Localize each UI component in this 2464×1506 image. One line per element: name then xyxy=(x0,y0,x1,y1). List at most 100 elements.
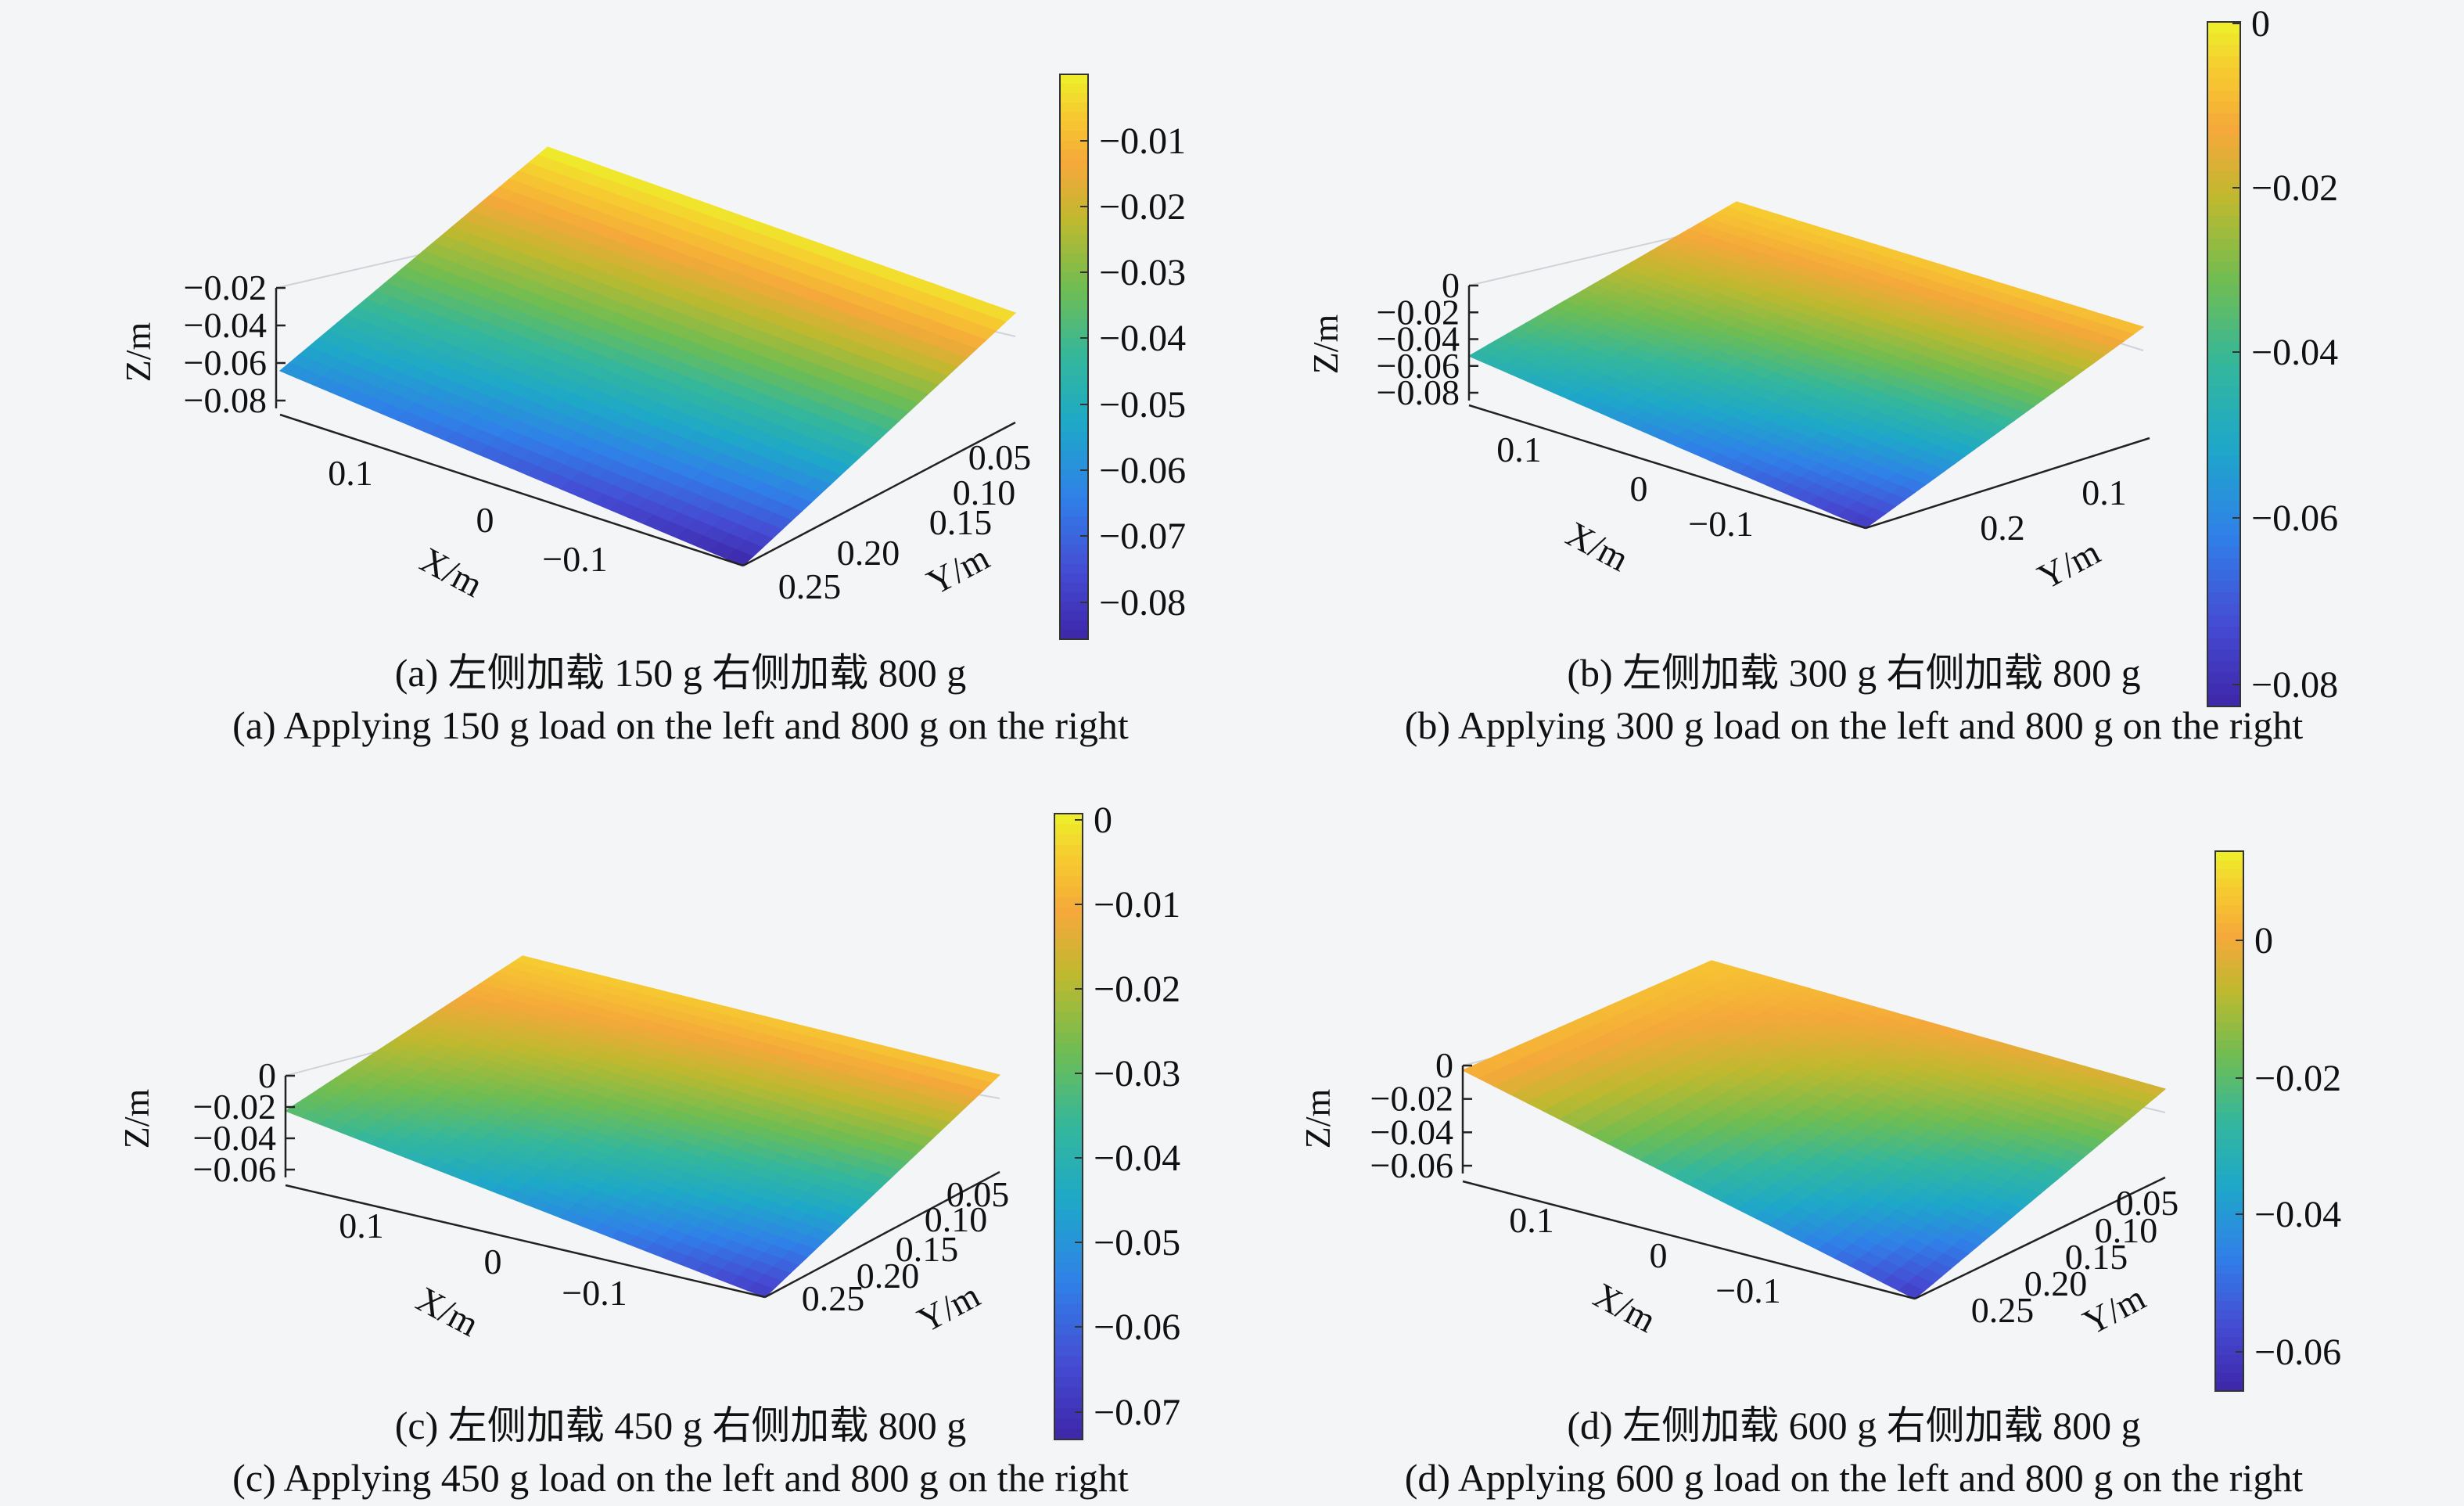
colorbar-segment xyxy=(2215,1283,2243,1293)
panel-d-surface xyxy=(1461,960,2167,1299)
colorbar-tick-label: −0.01 xyxy=(1094,884,1180,926)
colorbar-segment xyxy=(1054,1209,1083,1221)
colorbar-segment xyxy=(1054,1158,1083,1170)
colorbar-segment xyxy=(2207,78,2240,92)
z-tick-label: −0.02 xyxy=(1370,1079,1453,1119)
colorbar-tick-label: −0.06 xyxy=(1099,450,1186,491)
colorbar-segment xyxy=(1060,281,1088,292)
colorbar-tick-label: −0.01 xyxy=(1099,120,1186,162)
colorbar-segment xyxy=(1060,121,1088,132)
colorbar-frame xyxy=(1054,813,1083,1440)
colorbar-frame xyxy=(2207,21,2241,707)
colorbar-segment xyxy=(2215,1193,2243,1203)
colorbar-segment xyxy=(1054,1199,1083,1211)
colorbar-segment xyxy=(1060,601,1088,612)
colorbar-segment xyxy=(1060,271,1088,282)
colorbar-segment xyxy=(1054,949,1083,961)
colorbar-segment xyxy=(1054,824,1083,836)
colorbar-segment xyxy=(2215,1139,2243,1149)
colorbar-segment xyxy=(1054,1084,1083,1096)
colorbar-segment xyxy=(2215,1022,2243,1032)
colorbar-tick-label: −0.02 xyxy=(1099,186,1186,228)
y-tick-label: 0.05 xyxy=(968,437,1032,477)
colorbar-segment xyxy=(1060,102,1088,113)
colorbar-segment xyxy=(1060,178,1088,189)
panel-a-surface xyxy=(278,146,1017,566)
colorbar-segment xyxy=(2215,1265,2243,1275)
y-tick-label: 0.10 xyxy=(2095,1210,2158,1250)
colorbar-segment xyxy=(2215,1202,2243,1212)
colorbar-segment xyxy=(2207,386,2240,400)
colorbar-segment xyxy=(2215,1166,2243,1176)
colorbar-segment xyxy=(2207,159,2240,171)
colorbar-tick-label: 0 xyxy=(2254,920,2273,961)
x-tick-label: 0.1 xyxy=(328,453,373,493)
colorbar-segment xyxy=(2215,941,2243,951)
colorbar-segment xyxy=(1054,1397,1083,1409)
colorbar-segment xyxy=(2207,45,2240,57)
colorbar-segment xyxy=(1060,168,1088,179)
x-tick-label: 0 xyxy=(476,500,494,540)
colorbar-segment xyxy=(1054,1408,1083,1420)
colorbar-segment xyxy=(1060,131,1088,142)
colorbar-segment xyxy=(1060,140,1088,151)
colorbar-segment xyxy=(1054,1262,1083,1274)
colorbar-segment xyxy=(2215,905,2243,915)
colorbar-segment xyxy=(1054,1252,1083,1263)
colorbar-segment xyxy=(1060,112,1088,123)
colorbar-segment xyxy=(1054,908,1083,919)
colorbar-segment xyxy=(2207,182,2240,194)
colorbar-tick-label: −0.06 xyxy=(2254,1332,2341,1373)
colorbar-segment xyxy=(2207,307,2240,320)
colorbar-segment xyxy=(1060,243,1088,254)
colorbar-segment xyxy=(2215,1328,2243,1338)
colorbar-segment xyxy=(1060,159,1088,170)
caption-c-cn: (c) 左侧加载 450 g 右侧加载 800 g xyxy=(394,1404,967,1447)
colorbar-segment xyxy=(2207,478,2240,491)
x-axis-line xyxy=(279,413,744,567)
x-axis-line xyxy=(285,1184,766,1299)
colorbar-segment xyxy=(1054,1168,1083,1180)
z-tick-label: −0.06 xyxy=(193,1149,276,1189)
colorbar-segment xyxy=(1060,376,1088,386)
colorbar-segment xyxy=(1060,479,1088,490)
colorbar-segment xyxy=(1060,328,1088,339)
colorbar-segment xyxy=(2207,535,2240,548)
colorbar-segment xyxy=(2215,923,2243,933)
colorbar-segment xyxy=(2207,22,2240,34)
colorbar-tick-label: −0.02 xyxy=(2254,1058,2341,1099)
colorbar-segment xyxy=(2215,1040,2243,1050)
colorbar-segment xyxy=(2215,1085,2243,1095)
colorbar-segment xyxy=(1060,545,1088,555)
y-tick-label: 0.25 xyxy=(1971,1290,2035,1330)
colorbar-segment xyxy=(1060,215,1088,226)
z-tick-label: −0.04 xyxy=(193,1118,276,1158)
colorbar-segment xyxy=(2215,1301,2243,1311)
colorbar-segment xyxy=(2215,1319,2243,1329)
panel-b-colorbar: 0 −0.02 −0.04 −0.06 −0.08 xyxy=(2207,3,2338,707)
y-axis-label: Y/m xyxy=(2031,531,2107,597)
colorbar-segment xyxy=(2207,56,2240,69)
colorbar-segment xyxy=(2207,124,2240,137)
colorbar-segment xyxy=(2207,135,2240,149)
z-axis-label: Z/m xyxy=(1306,314,1345,374)
colorbar-segment xyxy=(2215,1031,2243,1041)
colorbar-segment xyxy=(2215,1229,2243,1239)
colorbar-segment xyxy=(1060,300,1088,311)
colorbar-segment xyxy=(1054,1189,1083,1201)
colorbar-segment xyxy=(1054,1178,1083,1190)
colorbar-segment xyxy=(2207,296,2240,308)
colorbar-segment xyxy=(2207,660,2240,674)
colorbar-segment xyxy=(1060,441,1088,452)
colorbar-tick-label: −0.06 xyxy=(2251,498,2338,539)
colorbar-segment xyxy=(1060,366,1088,377)
colorbar-segment xyxy=(2215,1004,2243,1014)
colorbar-segment xyxy=(2207,170,2240,183)
panel-c-surface xyxy=(284,955,1001,1298)
colorbar-segment xyxy=(1060,318,1088,329)
colorbar-segment xyxy=(1054,1033,1083,1044)
colorbar-segment xyxy=(2207,649,2240,662)
colorbar-segment xyxy=(1054,1220,1083,1232)
caption-c-en: (c) Applying 450 g load on the left and … xyxy=(232,1456,1129,1500)
colorbar-segment xyxy=(1060,422,1088,433)
